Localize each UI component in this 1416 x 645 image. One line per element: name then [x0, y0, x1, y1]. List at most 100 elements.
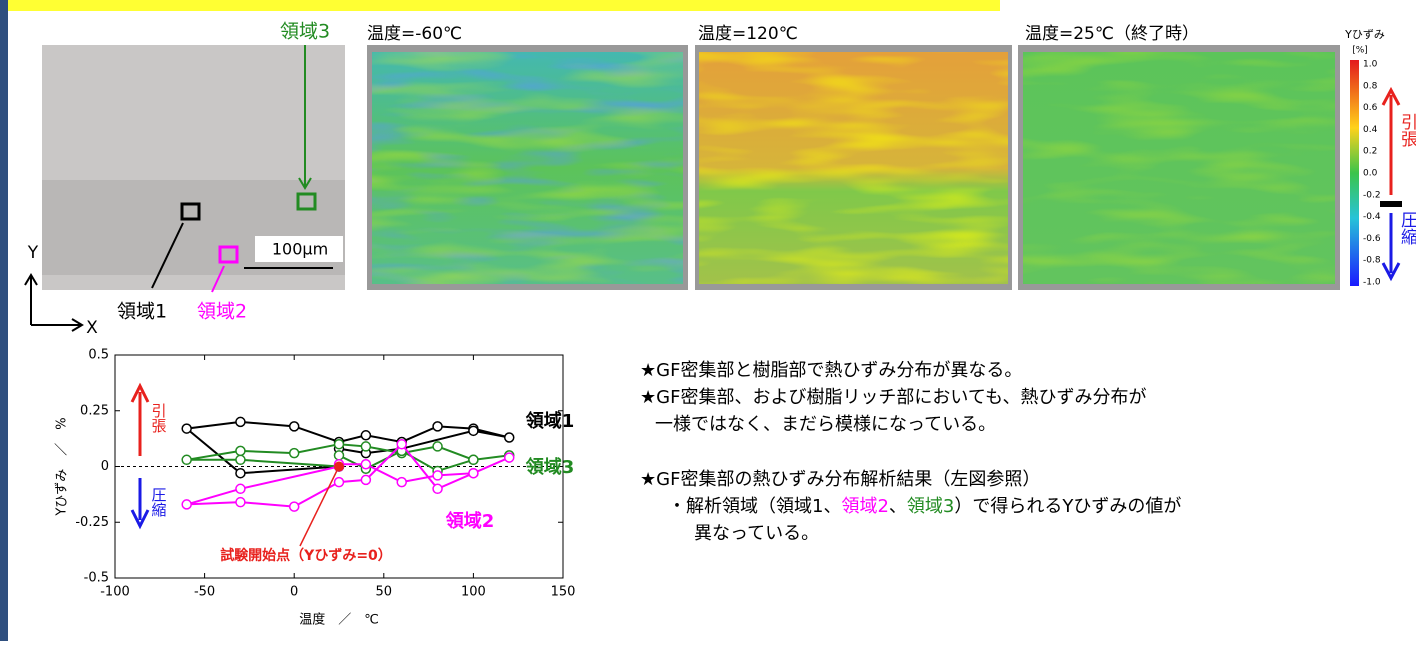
strain-map	[367, 45, 688, 290]
series-label: 領域2	[446, 510, 495, 532]
compression-arrow	[132, 478, 148, 526]
point	[335, 451, 344, 460]
point	[469, 455, 478, 464]
notes: ★GF密集部と樹脂部で熱ひずみ分布が異なる。 ★GF密集部、および樹脂リッチ部に…	[640, 360, 1181, 544]
colorbar-label: 0.8	[1363, 81, 1378, 91]
note-part: 、	[889, 496, 907, 517]
point	[361, 460, 370, 469]
start-label: 試験開始点（Yひずみ=0）	[220, 547, 392, 564]
point	[236, 498, 245, 507]
x-tick-label: -50	[194, 585, 215, 600]
note-part: ・解析領域（領域1、	[668, 496, 841, 517]
point	[236, 446, 245, 455]
scale-label: 100μm	[272, 240, 328, 259]
series-label: 領域1	[526, 410, 575, 432]
series-line	[187, 422, 510, 473]
y-tick-label: 0.25	[80, 403, 109, 418]
point	[290, 449, 299, 458]
colorbar-title: Yひずみ	[1344, 28, 1385, 41]
colorbar-label: 0.0	[1363, 169, 1378, 179]
note: ★GF密集部の熱ひずみ分布解析結果（左図参照）	[640, 469, 1040, 490]
point	[335, 440, 344, 449]
note: 異なっている。	[694, 523, 819, 544]
axis-label: X	[86, 318, 98, 338]
map-title: 温度=25℃（終了時）	[1025, 24, 1199, 44]
x-tick-label: 100	[461, 585, 486, 600]
note: 一様ではなく、まだら模様になっている。	[655, 414, 996, 435]
point	[505, 433, 514, 442]
note: ★GF密集部、および樹脂リッチ部においても、熱ひずみ分布が	[640, 387, 1146, 408]
y-tick-label: -0.5	[84, 571, 109, 586]
point	[335, 478, 344, 487]
point	[469, 426, 478, 435]
slide: 100μm 領域3 領域1 領域2 Y X 温度=-60℃ 温度=120℃ 温度…	[0, 0, 1416, 641]
start-arrow	[300, 471, 337, 547]
region-label: 領域2	[197, 301, 247, 323]
zero-marker	[1380, 201, 1402, 207]
colorbar-label: 0.6	[1363, 103, 1378, 113]
point	[290, 422, 299, 431]
x-tick-label: 0	[290, 585, 298, 600]
tension-arrow	[132, 386, 148, 456]
strain-map	[1018, 45, 1340, 290]
point	[397, 440, 406, 449]
side-bar	[0, 0, 8, 641]
map-title: 温度=120℃	[698, 24, 798, 44]
y-tick-label: 0.5	[88, 348, 109, 363]
series-label: 領域3	[526, 456, 575, 478]
x-tick-label: 150	[551, 585, 576, 600]
y-tick-label: -0.25	[75, 515, 109, 530]
region-label: 領域1	[117, 301, 167, 323]
point	[236, 469, 245, 478]
x-tick-label: 50	[376, 585, 393, 600]
point	[236, 455, 245, 464]
compression-label: 圧縮	[150, 487, 168, 517]
tension-label: 引張	[1397, 113, 1416, 148]
series-line	[187, 444, 510, 506]
point	[433, 484, 442, 493]
region-label: 領域3	[280, 21, 330, 43]
point	[361, 431, 370, 440]
point	[433, 442, 442, 451]
map-texture	[372, 52, 683, 284]
point	[397, 478, 406, 487]
colorbar-label: -0.4	[1363, 212, 1381, 222]
point	[182, 424, 191, 433]
note-part: 領域2	[841, 496, 888, 517]
colorbar-label: 0.2	[1363, 147, 1377, 157]
point	[182, 500, 191, 509]
axis-label: Y	[27, 243, 39, 263]
note: ★GF密集部と樹脂部で熱ひずみ分布が異なる。	[640, 360, 1022, 381]
note-part: ）で得られるYひずみの値が	[954, 496, 1181, 517]
point	[361, 442, 370, 451]
x-axis-label: 温度 ／ ℃	[299, 612, 379, 628]
map-title: 温度=-60℃	[367, 24, 462, 44]
point	[469, 469, 478, 478]
top-bar	[8, 0, 1000, 11]
compression-label: 圧縮	[1397, 211, 1416, 245]
colorbar-labels: 1.00.80.60.40.20.0-0.2-0.4-0.6-0.8-1.0	[1363, 60, 1381, 288]
point	[236, 484, 245, 493]
strain-map	[695, 45, 1012, 290]
map-texture	[699, 52, 1008, 284]
point	[290, 502, 299, 511]
point	[505, 453, 514, 462]
point	[433, 422, 442, 431]
colorbar-label: -0.2	[1363, 190, 1381, 200]
note: ・解析領域（領域1、領域2、領域3）で得られるYひずみの値が	[668, 496, 1181, 517]
colorbar-label: 0.4	[1363, 125, 1378, 135]
y-tick-label: 0	[101, 459, 109, 474]
colorbar-label: -0.6	[1363, 234, 1381, 244]
note-part: 領域3	[907, 496, 954, 517]
colorbar-label: -0.8	[1363, 256, 1381, 266]
tension-label: 引張	[150, 403, 168, 434]
map-texture	[1023, 52, 1335, 284]
x-tick-label: -100	[100, 585, 130, 600]
point	[433, 471, 442, 480]
colorbar-label: -1.0	[1363, 278, 1381, 288]
start-point	[334, 462, 344, 472]
colorbar-unit: [%]	[1352, 46, 1368, 56]
point	[236, 417, 245, 426]
point	[182, 455, 191, 464]
